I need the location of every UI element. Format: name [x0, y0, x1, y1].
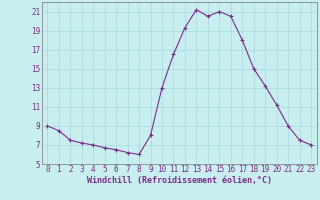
X-axis label: Windchill (Refroidissement éolien,°C): Windchill (Refroidissement éolien,°C) [87, 176, 272, 185]
